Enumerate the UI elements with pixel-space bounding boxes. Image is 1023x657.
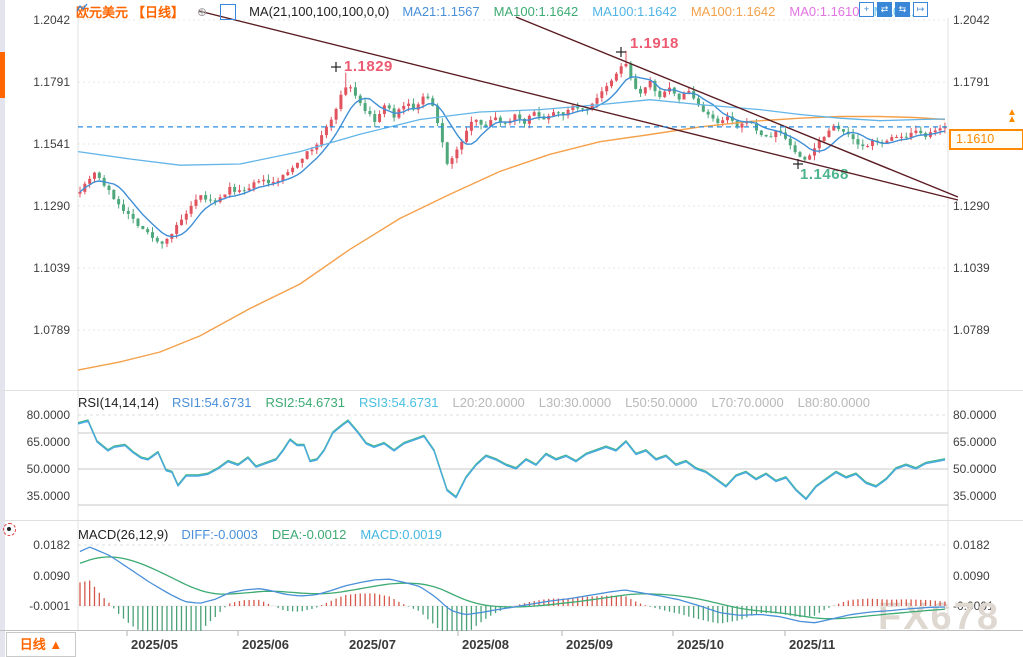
left-scroll-strip[interactable] [0, 0, 5, 657]
axis-tick-label: 0.0090 [33, 568, 70, 583]
indicator-value-label: MA100:1.1642 [592, 4, 677, 19]
indicator-value-label: MA21:1.1567 [402, 4, 480, 19]
axis-tick-label: 35.0000 [953, 489, 997, 503]
axis-tick-label: 1.2042 [953, 13, 990, 27]
x-axis-month-label: 2025/10 [677, 637, 724, 652]
kline-indicator-icon[interactable] [76, 3, 237, 20]
pan-icon[interactable]: + [859, 2, 874, 17]
symbol-title: 欧元美元 [76, 5, 129, 20]
axis-tick-label: 0.0182 [953, 537, 990, 552]
x-axis-month-label: 2025/06 [242, 637, 289, 652]
macd-title: MACD(26,12,9) [78, 527, 169, 542]
go-latest-icon[interactable]: ↦ [913, 2, 928, 17]
axis-tick-label: 50.0000 [26, 462, 70, 476]
axis-tick-label: 65.0000 [26, 435, 70, 449]
axis-tick-label: 1.0789 [33, 322, 70, 337]
price-annotation: 1.1918 [630, 35, 679, 52]
axis-tick-label: 80.0000 [26, 408, 70, 422]
indicator-value-label: MA100:1.1642 [493, 4, 579, 19]
current-price-tag: 1.1610 [949, 129, 1023, 150]
indicator-value-label: L50:50.0000 [625, 395, 698, 410]
indicator-value-label: MA100:1.1642 [690, 4, 776, 19]
zoom-out-x-icon[interactable]: ⇄ [877, 2, 892, 17]
rsi-header: RSI(14,14,14) RSI1:54.6731 RSI2:54.6731 RS… [78, 395, 870, 410]
period-label: 【日线】 [132, 5, 185, 20]
period-selector-button[interactable]: 日线 ▲ [6, 632, 76, 657]
x-axis-month-label: 2025/08 [462, 637, 509, 652]
axis-tick-label: 35.0000 [26, 489, 70, 503]
axis-tick-label: 1.0789 [953, 322, 990, 337]
axis-tick-label: -0.0001 [29, 599, 70, 614]
indicator-value-label: MA0:1.1610 [789, 4, 860, 19]
ma-settings-label: MA(21,100,100,100,0,0) [249, 4, 390, 19]
axis-tick-label: 1.1791 [33, 75, 70, 90]
axis-tick-label: 1.1541 [33, 136, 70, 151]
chart-header: 欧元美元 【日线】 ⊕ MA(21,100,100,100,0,0) MA21:… [76, 2, 922, 21]
x-axis-month-label: 2025/05 [131, 637, 178, 652]
axis-tick-label: 0.0090 [953, 568, 990, 583]
zoom-in-x-icon[interactable]: ⇆ [895, 2, 910, 17]
indicator-value-label: L20:20.0000 [452, 395, 525, 410]
axis-tick-label: 1.1039 [953, 261, 990, 276]
axis-tick-label: 0.0182 [33, 537, 70, 552]
indicator-value-label: L30:30.0000 [538, 395, 612, 410]
axis-tick-label: 50.0000 [953, 462, 997, 476]
rsi-title: RSI(14,14,14) [78, 395, 159, 410]
axis-tick-label: 65.0000 [953, 435, 997, 449]
axis-tick-label: 1.1290 [33, 199, 70, 214]
rsi-values-row: RSI1:54.6731 RSI2:54.6731 RSI3:54.6731 L20:… [172, 395, 870, 410]
axis-tick-label: 1.1290 [953, 199, 990, 214]
x-axis-month-label: 2025/11 [789, 637, 836, 652]
macd-values-row: DIFF:-0.0003 DEA:-0.0012 MACD:0.0019 [181, 527, 442, 542]
axis-tick-label: -0.0001 [953, 599, 994, 614]
indicator-value-label: DIFF:-0.0003 [181, 527, 258, 542]
indicator-settings-icon[interactable] [3, 523, 16, 536]
price-up-arrows-icon: ▲ ▲ [1007, 107, 1017, 125]
axis-tick-label: 80.0000 [953, 408, 997, 422]
indicator-value-label: DEA:-0.0012 [271, 527, 347, 542]
axis-tick-label: 1.2042 [33, 13, 70, 27]
indicator-value-label: RSI3:54.6731 [358, 395, 439, 410]
left-scroll-thumb[interactable] [0, 52, 5, 98]
x-axis-month-label: 2025/09 [566, 637, 613, 652]
axis-tick-label: 1.1039 [33, 261, 70, 276]
axis-tick-label: 1.1791 [953, 75, 990, 90]
indicator-value-label: L80:80.0000 [797, 395, 870, 410]
macd-header: MACD(26,12,9) DIFF:-0.0003 DEA:-0.0012 MAC… [78, 527, 442, 542]
chart-toolbar: + ⇄ ⇆ ↦ [859, 2, 928, 17]
indicator-value-label: L70:70.0000 [711, 395, 784, 410]
ma-values-row: MA21:1.1567 MA100:1.1642 MA100:1.1642 MA100… [402, 4, 922, 19]
indicator-value-label: RSI1:54.6731 [171, 395, 252, 410]
link-icon[interactable]: ⊕ [197, 4, 208, 19]
x-axis-month-label: 2025/07 [349, 637, 396, 652]
price-annotation: 1.1829 [344, 58, 393, 75]
indicator-value-label: MACD:0.0019 [360, 527, 442, 542]
indicator-value-label: RSI2:54.6731 [265, 395, 345, 410]
